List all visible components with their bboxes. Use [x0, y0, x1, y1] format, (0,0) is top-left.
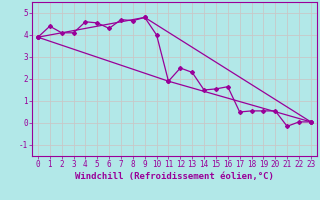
X-axis label: Windchill (Refroidissement éolien,°C): Windchill (Refroidissement éolien,°C) — [75, 172, 274, 181]
